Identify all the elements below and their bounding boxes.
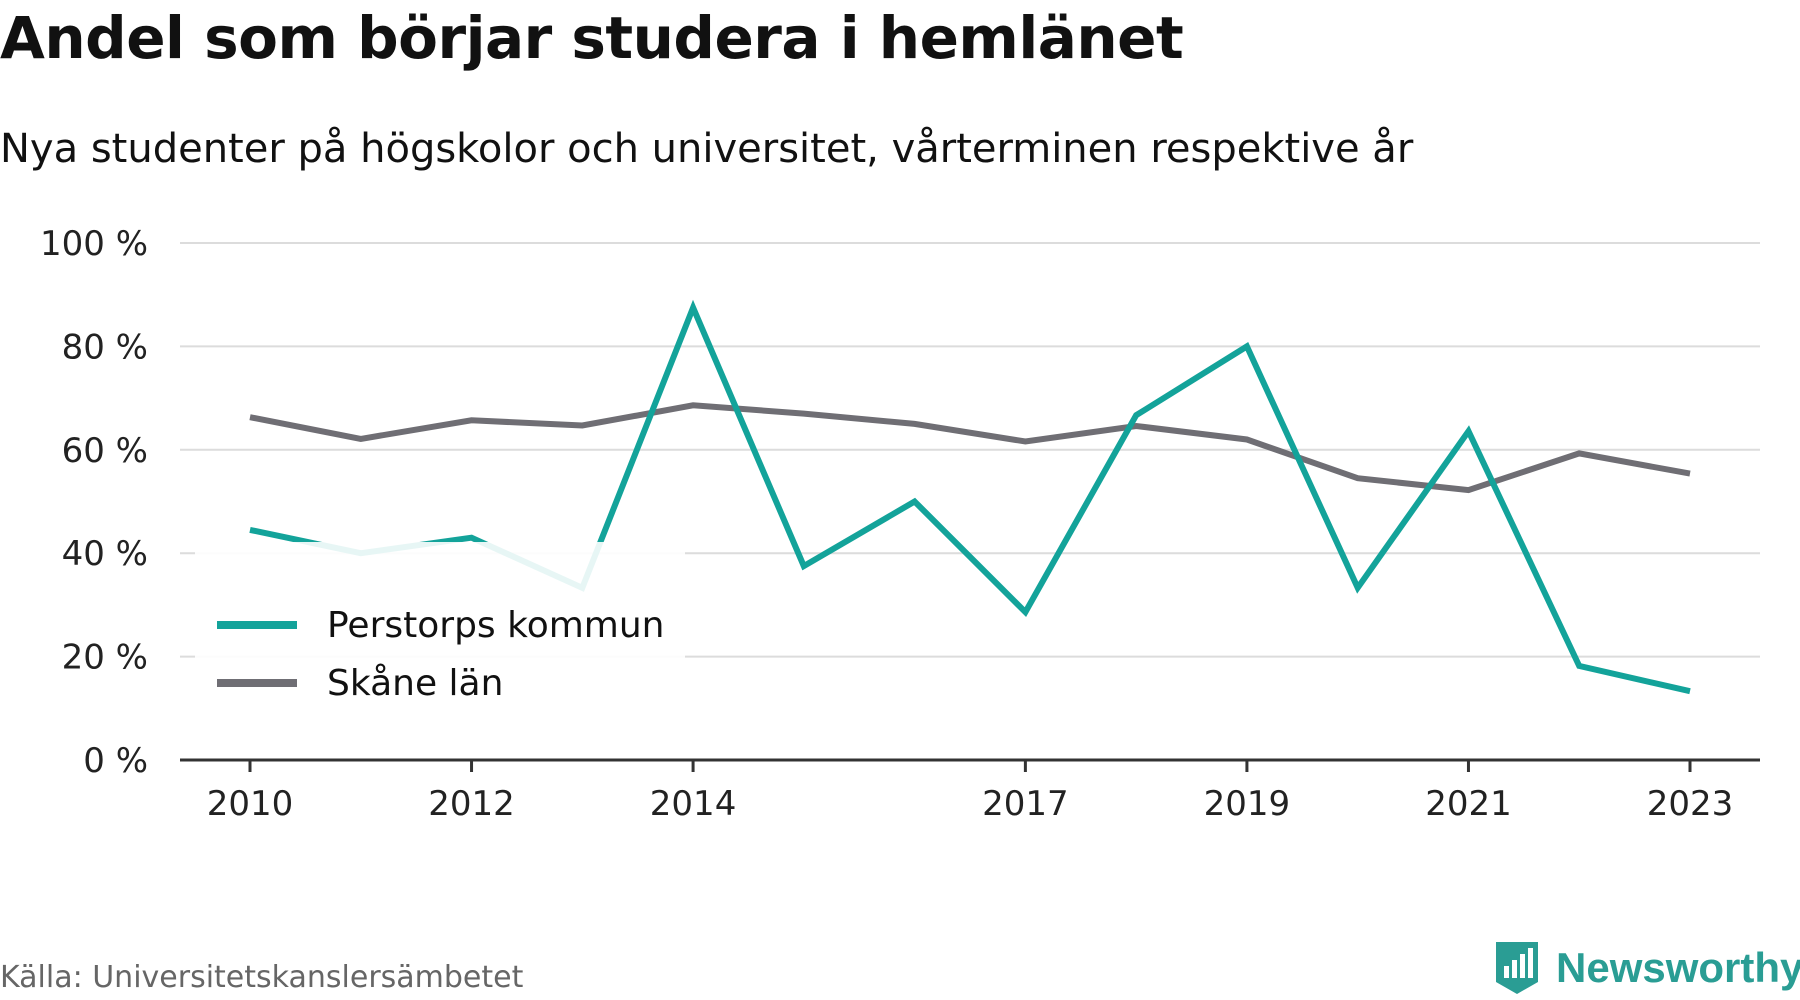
line-chart: 0 % 20 % 40 % 60 % 80 % 100 % 2010 2012 2014 2017…	[40, 224, 1760, 824]
chart-subtitle: Nya studenter på högskolor och universit…	[0, 126, 1414, 172]
chart-title: Andel som börjar studera i hemlänet	[0, 4, 1184, 72]
y-tick-label: 20 %	[62, 638, 148, 678]
y-tick-label: 0 %	[83, 741, 148, 781]
y-tick-label: 80 %	[62, 327, 148, 367]
series-line	[249, 402, 1691, 494]
x-tick-label: 2017	[982, 784, 1069, 824]
y-tick-label: 60 %	[62, 431, 148, 471]
x-tick-label: 2010	[207, 784, 294, 824]
brand-name: Newsworthy	[1556, 944, 1800, 991]
source-note: Källa: Universitetskanslersämbetet	[0, 960, 524, 995]
x-tick-label: 2021	[1425, 784, 1512, 824]
y-tick-label: 40 %	[62, 534, 148, 574]
legend-background	[195, 542, 685, 692]
x-tick-label: 2019	[1204, 784, 1291, 824]
legend-label: Skåne län	[327, 663, 503, 704]
x-tick-label: 2023	[1647, 784, 1734, 824]
x-tick-label: 2014	[650, 784, 737, 824]
bar-chart-badge-icon	[1496, 942, 1538, 994]
legend-label: Perstorps kommun	[327, 605, 664, 646]
x-tick-label: 2012	[428, 784, 515, 824]
brand-logo: Newsworthy	[1492, 938, 1800, 998]
y-tick-label: 100 %	[40, 224, 148, 264]
